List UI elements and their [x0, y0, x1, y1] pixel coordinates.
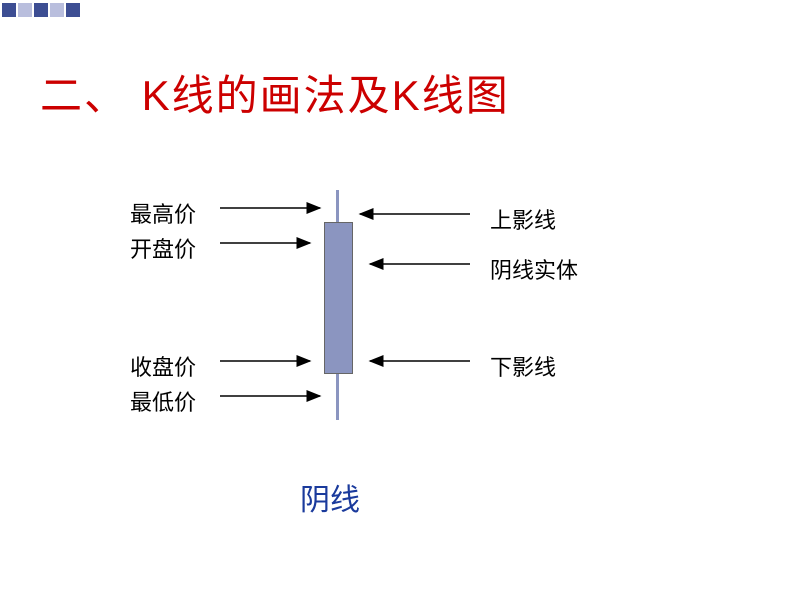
arrows-layer: [0, 0, 800, 600]
